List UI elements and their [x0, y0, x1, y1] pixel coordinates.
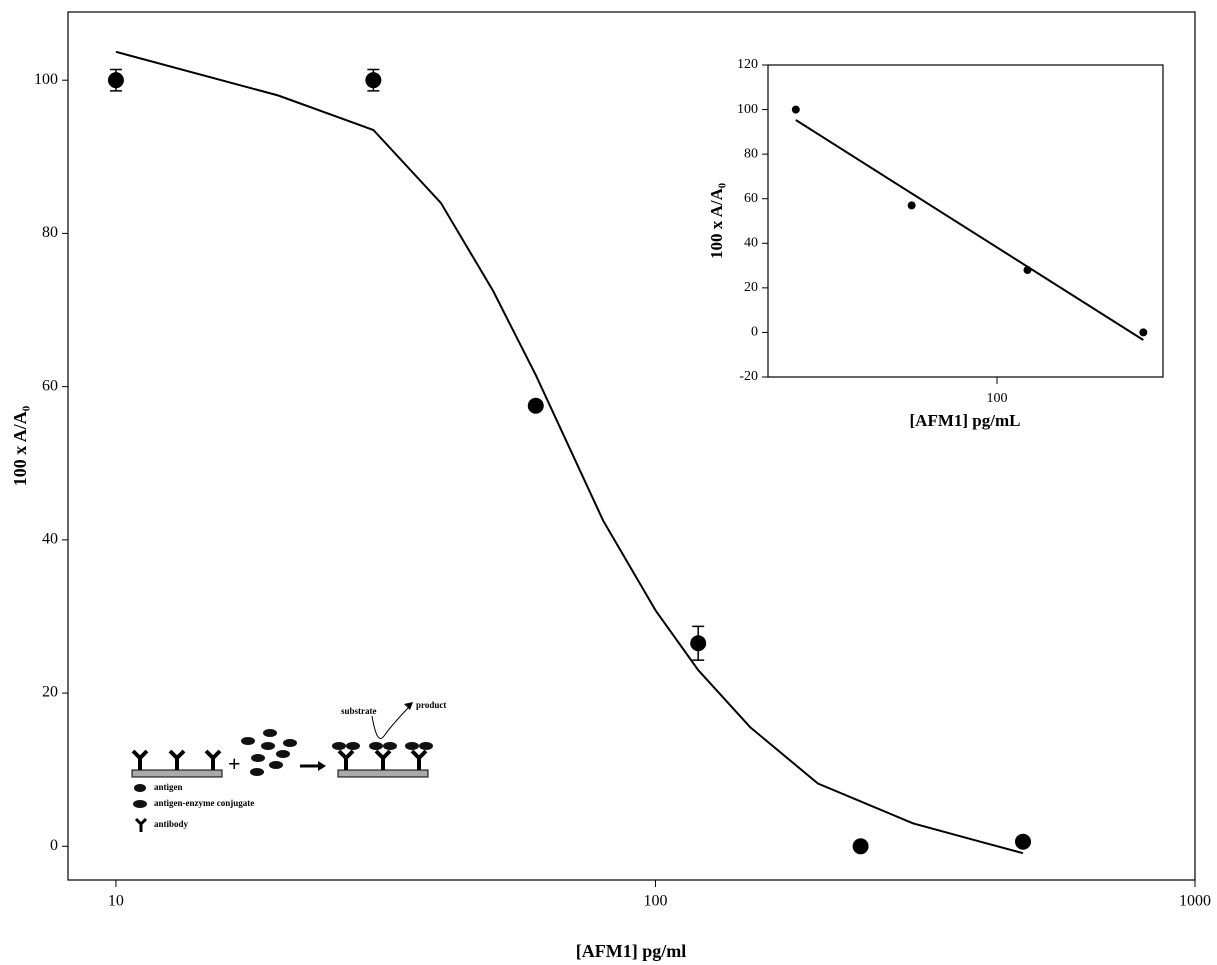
y-axis-label: 100 x A/A₀: [10, 406, 30, 486]
data-point: [1139, 328, 1148, 337]
y-tick-label: 100: [34, 71, 58, 88]
y-tick-label: 20: [42, 684, 58, 701]
plus-sign: +: [228, 751, 241, 776]
data-point: [527, 397, 544, 414]
y-tick-label: 40: [42, 531, 58, 548]
x-axis-label: [AFM1] pg/ml: [576, 941, 686, 961]
data-point: [791, 105, 800, 114]
x-tick-label: 100: [643, 893, 667, 910]
antibodies: [131, 749, 222, 770]
antigen-icon: [134, 784, 146, 792]
fit-line: [795, 119, 1144, 341]
substrate-label: substrate: [341, 706, 377, 716]
y-tick-label: 20: [744, 280, 758, 295]
data-point: [690, 635, 707, 652]
plot-frame: [767, 64, 1164, 378]
data-point: [852, 838, 869, 855]
y-tick-label: 80: [744, 146, 758, 161]
assay-schematic: + substrate product antigen antigen-enzy…: [131, 700, 446, 832]
antibodies: [337, 749, 428, 770]
y-tick-label: 0: [50, 837, 58, 854]
antigens: [241, 729, 297, 776]
data-point: [907, 201, 916, 210]
legend-label: antibody: [154, 819, 189, 829]
y-tick-label: 120: [737, 57, 758, 72]
conjugate-icon: [133, 800, 147, 808]
x-axis-label: [AFM1] pg/mL: [910, 411, 1021, 430]
y-tick-label: 40: [744, 236, 758, 251]
y-tick-label: 80: [42, 224, 58, 241]
fit-line: [115, 50, 1024, 855]
data-point: [107, 72, 124, 89]
arrow-head: [318, 761, 326, 771]
y-tick-label: 60: [744, 191, 758, 206]
legend-label: antigen-enzyme conjugate: [154, 798, 254, 808]
reaction-arrow: [371, 707, 409, 739]
plate: [131, 769, 223, 778]
plate: [337, 769, 429, 778]
bound-antigens: [332, 742, 433, 750]
y-tick-label: 100: [737, 102, 758, 117]
plot-frame: [67, 11, 1196, 881]
data-point: [1015, 833, 1032, 850]
x-tick-label: 1000: [1179, 893, 1211, 910]
product-label: product: [416, 700, 446, 710]
x-tick-label: 10: [108, 893, 124, 910]
y-tick-label: 60: [42, 377, 58, 394]
legend-label: antigen: [154, 782, 183, 792]
data-point: [365, 72, 382, 89]
y-tick-label: -20: [739, 369, 758, 384]
y-tick-label: 0: [751, 325, 758, 340]
y-axis-label: 100 x A/A₀: [707, 183, 726, 259]
x-tick-label: 100: [987, 391, 1008, 406]
antibody-icon: [134, 817, 148, 832]
arrow-head: [404, 702, 413, 710]
